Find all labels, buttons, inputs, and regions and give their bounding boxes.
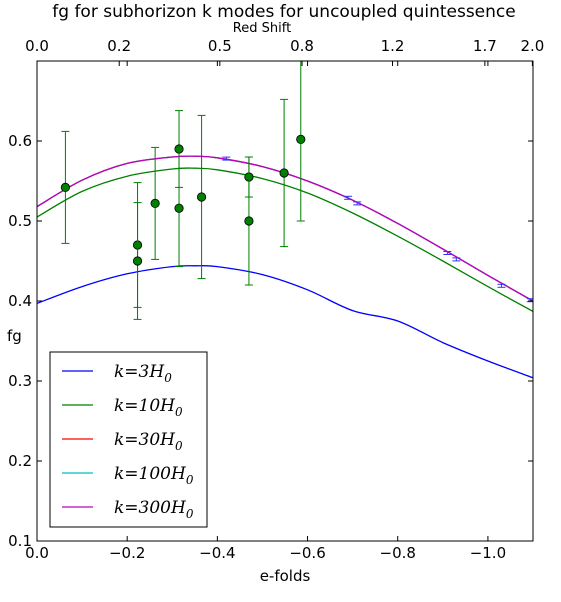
data-point-2 xyxy=(132,202,143,320)
y-tick-label: 0.5 xyxy=(8,212,32,230)
forecast-errorbar-1 xyxy=(344,195,353,200)
y-tick-label: 0.3 xyxy=(8,372,32,390)
data-point-3 xyxy=(150,146,160,260)
legend-label-subscript: 0 xyxy=(175,439,183,453)
series-line-1 xyxy=(37,167,533,312)
data-point-6 xyxy=(196,114,207,280)
x2-tick-label: 1.2 xyxy=(381,37,405,55)
data-marker xyxy=(244,216,254,226)
data-point-5 xyxy=(174,149,184,268)
data-marker xyxy=(296,134,306,144)
forecast-errorbar-2 xyxy=(353,201,362,206)
data-marker xyxy=(150,198,160,208)
data-point-10 xyxy=(296,61,306,222)
x2-axis-title: Red Shift xyxy=(233,21,291,36)
x-tick-label: −0.2 xyxy=(109,544,145,562)
x-axis-title: e-folds xyxy=(260,567,311,585)
legend-label-subscript: 0 xyxy=(186,507,194,521)
x-tick-label: −1.0 xyxy=(470,544,506,562)
legend-label-subscript: 0 xyxy=(164,371,172,385)
y-tick-label: 0.4 xyxy=(8,292,32,310)
forecast-errorbar-4 xyxy=(452,257,461,262)
x-tick-label: −0.4 xyxy=(199,544,235,562)
forecast-errorbar-5 xyxy=(497,283,506,288)
legend: k=3H0 k=10H0 k=30H0 k=100H0 k=300H0 xyxy=(49,351,208,528)
legend-label-1: k=10H0 xyxy=(114,396,183,419)
data-marker xyxy=(279,168,289,178)
data-point-0 xyxy=(60,130,71,244)
data-point-8 xyxy=(244,156,254,286)
data-marker xyxy=(174,203,184,213)
x2-tick-label: 0.2 xyxy=(107,37,131,55)
plot-area xyxy=(37,61,533,379)
legend-label-subscript: 0 xyxy=(175,405,183,419)
legend-label-3: k=100H0 xyxy=(114,464,194,487)
x2-tick-label: 1.7 xyxy=(473,37,497,55)
x2-tick-label: 0.0 xyxy=(25,37,49,55)
series-line-4 xyxy=(37,155,533,302)
y-axis-title: fg xyxy=(7,327,22,345)
y-tick-label: 0.6 xyxy=(8,132,32,150)
y-tick-label: 0.1 xyxy=(8,532,32,550)
x2-tick-label: 2.0 xyxy=(520,37,544,55)
legend-label-subscript: 0 xyxy=(186,473,194,487)
legend-label-2: k=30H0 xyxy=(114,430,183,453)
data-point-9 xyxy=(279,98,289,248)
x2-tick-label: 0.5 xyxy=(208,37,232,55)
y-tick-label: 0.2 xyxy=(8,452,32,470)
legend-label-4: k=300H0 xyxy=(114,498,194,521)
x2-tick-label: 0.8 xyxy=(290,37,314,55)
data-marker xyxy=(132,256,143,266)
legend-label-0: k=3H0 xyxy=(114,362,172,385)
x-tick-label: −0.6 xyxy=(289,544,325,562)
forecast-errorbar-3 xyxy=(443,251,452,255)
series-line-0 xyxy=(37,264,533,379)
data-marker xyxy=(60,182,71,192)
x-tick-label: 0.0 xyxy=(25,544,49,562)
data-marker xyxy=(196,192,207,202)
chart-title: fg for subhorizon k modes for uncoupled … xyxy=(52,2,515,22)
forecast-errorbar-0 xyxy=(222,156,231,161)
x-tick-label: −0.8 xyxy=(380,544,416,562)
